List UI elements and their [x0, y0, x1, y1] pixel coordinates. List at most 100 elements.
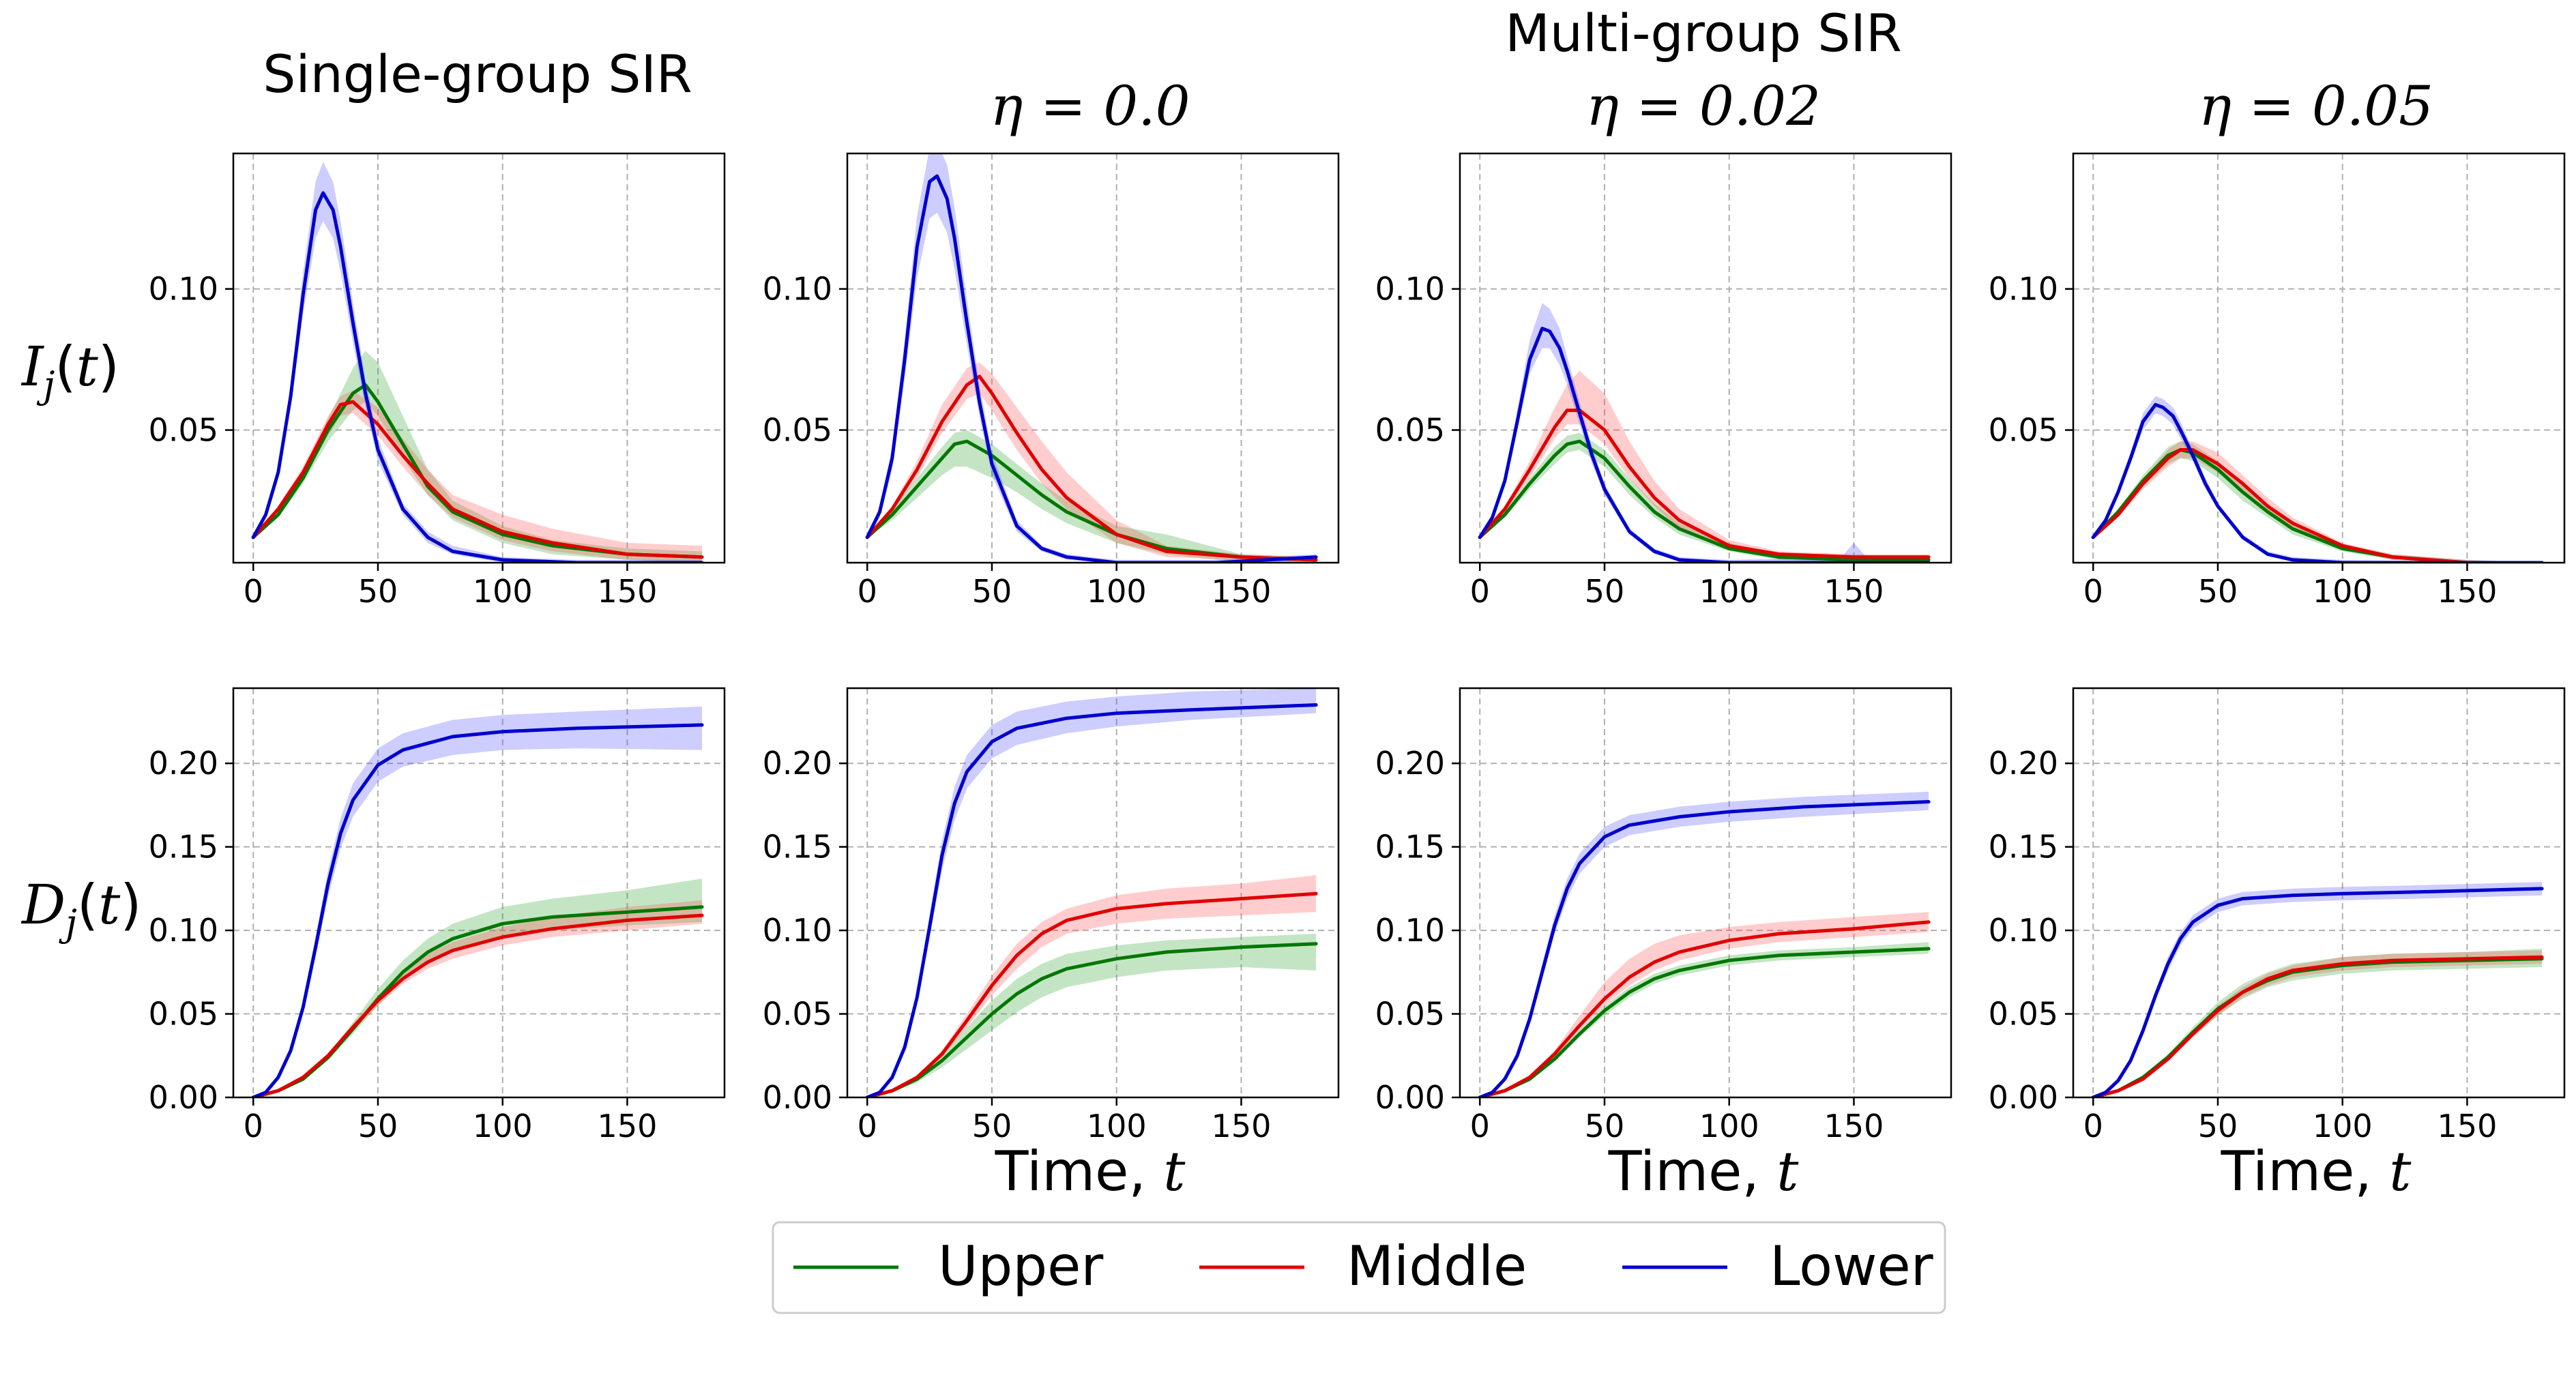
y-tick-label: 0.15: [1989, 829, 2058, 866]
y-tick-label: 0.05: [1989, 412, 2058, 449]
series-line-upper: [251, 383, 704, 559]
panel-data-layer: [251, 706, 704, 1097]
panel-d-4: 0 50 100 150 0.00 0.05 0.10 0.15 0.20: [1989, 687, 2566, 1144]
panels-group: 0 50 100 150 0.05 0.10 0 50 100 150 0.05 0.10 0 50 100…: [149, 152, 2566, 1144]
ylabel-infected: Ij(t): [20, 335, 119, 406]
panel-i-3: 0 50 100 150 0.05 0.10: [1375, 152, 1952, 610]
series-line-middle: [2091, 448, 2544, 563]
series-band-upper: [253, 878, 703, 1097]
x-tick-label: 0: [858, 573, 877, 610]
y-tick-label: 0.00: [149, 1079, 218, 1116]
y-tick-label: 0.20: [149, 745, 218, 782]
y-tick-label: 0.05: [149, 412, 218, 449]
legend: Upper Middle Lower: [772, 1221, 1946, 1314]
x-tick-label: 50: [1585, 1108, 1625, 1144]
panel-frame: [846, 152, 1340, 564]
x-tick-label: 50: [358, 573, 398, 610]
panel-d-3: 0 50 100 150 0.00 0.05 0.10 0.15 0.20: [1375, 687, 1952, 1144]
y-tick-label: 0.15: [1375, 829, 1445, 866]
xlabel-time-panel-4: Time, t: [2221, 1140, 2412, 1203]
panel-i-2: 0 50 100 150 0.05 0.10: [763, 152, 1340, 610]
x-tick-label: 150: [2438, 573, 2498, 610]
series-band-upper: [867, 430, 1317, 563]
x-tick-label: 50: [358, 1108, 398, 1144]
x-tick-label: 50: [1585, 573, 1625, 610]
y-tick-label: 0.10: [1989, 912, 2058, 949]
series-line-middle: [251, 913, 704, 1097]
panel-data-layer: [2091, 882, 2544, 1097]
y-tick-label: 0.10: [1375, 271, 1445, 308]
panel-frame: [1459, 152, 1952, 564]
y-tick-label: 0.20: [1989, 745, 2058, 782]
series-line-lower: [2091, 402, 2544, 563]
series-line-middle: [865, 891, 1318, 1097]
xlabel-time-panel-2: Time, t: [995, 1140, 1186, 1203]
panel-d-2: 0 50 100 150 0.00 0.05 0.10 0.15 0.20: [763, 687, 1340, 1144]
series-line-middle: [865, 374, 1318, 562]
series-line-middle: [1478, 920, 1931, 1097]
panel-frame: [232, 152, 726, 564]
panel-d-1: 0 50 100 150 0.00 0.05 0.10 0.15 0.20: [149, 687, 726, 1144]
series-line-middle: [2091, 955, 2544, 1097]
panel-frame: [1459, 687, 1952, 1099]
x-tick-label: 150: [598, 1108, 658, 1144]
x-tick-label: 100: [1087, 1108, 1147, 1144]
series-line-lower: [251, 191, 704, 563]
panel-data-layer: [251, 162, 704, 563]
x-tick-label: 150: [1212, 573, 1272, 610]
panel-data-layer: [1478, 791, 1931, 1097]
x-tick-label: 100: [1699, 1108, 1759, 1144]
panel-title-eta-002: η = 0.02: [1586, 74, 1821, 138]
ylabel-deaths: Dj(t): [20, 873, 141, 945]
series-line-lower: [865, 703, 1318, 1097]
x-tick-label: 0: [1470, 1108, 1490, 1144]
y-tick-label: 0.10: [1989, 271, 2058, 308]
x-tick-label: 100: [1087, 573, 1147, 610]
y-tick-label: 0.05: [1375, 412, 1445, 449]
panel-data-layer: [865, 153, 1318, 563]
series-line-lower: [1478, 800, 1931, 1097]
y-tick-label: 0.05: [763, 996, 832, 1033]
figure-supertitle: Multi-group SIR: [1505, 3, 1902, 63]
y-tick-label: 0.10: [149, 912, 218, 949]
x-tick-label: 50: [972, 573, 1012, 610]
panel-data-layer: [865, 688, 1318, 1097]
xlabel-time-panel-3: Time, t: [1608, 1140, 1800, 1203]
x-tick-label: 100: [2313, 573, 2373, 610]
x-tick-label: 150: [598, 573, 658, 610]
series-line-lower: [251, 723, 704, 1097]
series-line-lower: [1478, 327, 1931, 563]
x-tick-label: 0: [1470, 573, 1490, 610]
series-line-upper: [1478, 439, 1931, 562]
x-tick-label: 0: [244, 1108, 263, 1144]
y-tick-label: 0.20: [763, 745, 832, 782]
y-tick-label: 0.05: [1375, 996, 1445, 1033]
x-tick-label: 100: [2313, 1108, 2373, 1144]
x-tick-label: 0: [858, 1108, 877, 1144]
x-tick-label: 0: [2083, 573, 2103, 610]
x-tick-label: 50: [2198, 1108, 2238, 1144]
x-tick-label: 150: [2438, 1108, 2498, 1144]
y-tick-label: 0.15: [763, 829, 832, 866]
y-tick-label: 0.10: [763, 271, 832, 308]
panel-i-1: 0 50 100 150 0.05 0.10: [149, 152, 726, 610]
x-tick-label: 100: [1699, 573, 1759, 610]
x-tick-label: 0: [244, 573, 263, 610]
series-band-upper: [1480, 432, 1929, 563]
y-tick-label: 0.05: [149, 996, 218, 1033]
y-tick-label: 0.10: [149, 271, 218, 308]
series-band-lower: [253, 706, 703, 1097]
x-tick-label: 50: [2198, 573, 2238, 610]
y-tick-label: 0.00: [1989, 1079, 2058, 1116]
panel-frame: [2072, 687, 2566, 1099]
panel-title-eta-005: η = 0.05: [2199, 74, 2433, 138]
series-line-middle: [1478, 409, 1931, 559]
panel-i-4: 0 50 100 150 0.05 0.10: [1989, 152, 2566, 610]
y-tick-label: 0.10: [1375, 912, 1445, 949]
panel-title-eta-0: η = 0.0: [990, 74, 1190, 138]
panel-frame: [2072, 152, 2566, 564]
x-tick-label: 100: [473, 573, 533, 610]
y-tick-label: 0.00: [763, 1079, 832, 1116]
x-tick-label: 150: [1824, 573, 1884, 610]
